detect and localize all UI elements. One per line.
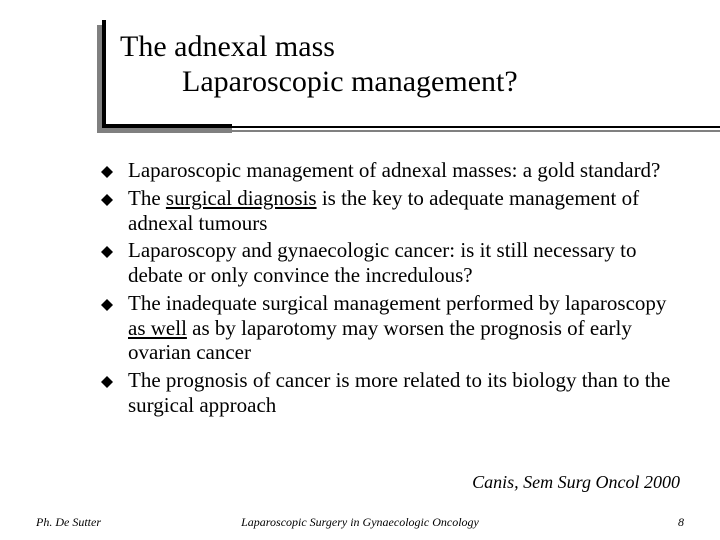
list-item: The surgical diagnosis is the key to ade… <box>100 186 675 236</box>
footer-page-number: 8 <box>678 515 684 530</box>
bullet-icon <box>100 160 114 174</box>
bullet-list: Laparoscopic management of adnexal masse… <box>100 158 675 418</box>
bullet-text: Laparoscopic management of adnexal masse… <box>128 158 660 182</box>
footer-title: Laparoscopic Surgery in Gynaecologic Onc… <box>0 515 720 530</box>
bullet-text: The inadequate surgical management perfo… <box>128 291 666 365</box>
title-line-2: Laparoscopic management? <box>120 65 640 100</box>
slide-footer: Ph. De Sutter Laparoscopic Surgery in Gy… <box>0 510 720 530</box>
list-item: The inadequate surgical management perfo… <box>100 291 675 365</box>
title-rule-decoration <box>97 120 657 134</box>
citation-text: Canis, Sem Surg Oncol 2000 <box>472 472 680 493</box>
bullet-icon <box>100 370 114 384</box>
bullet-icon <box>100 240 114 254</box>
list-item: The prognosis of cancer is more related … <box>100 368 675 418</box>
slide-title: The adnexal mass Laparoscopic management… <box>120 30 640 99</box>
bullet-text: The prognosis of cancer is more related … <box>128 368 670 417</box>
slide: The adnexal mass Laparoscopic management… <box>0 0 720 540</box>
list-item: Laparoscopic management of adnexal masse… <box>100 158 675 183</box>
title-line-1: The adnexal mass <box>120 30 640 65</box>
bullet-icon <box>100 293 114 307</box>
list-item: Laparoscopy and gynaecologic cancer: is … <box>100 238 675 288</box>
bullet-icon <box>100 188 114 202</box>
bullet-text: Laparoscopy and gynaecologic cancer: is … <box>128 238 636 287</box>
body-text: Laparoscopic management of adnexal masse… <box>100 158 675 421</box>
bullet-text: The surgical diagnosis is the key to ade… <box>128 186 639 235</box>
